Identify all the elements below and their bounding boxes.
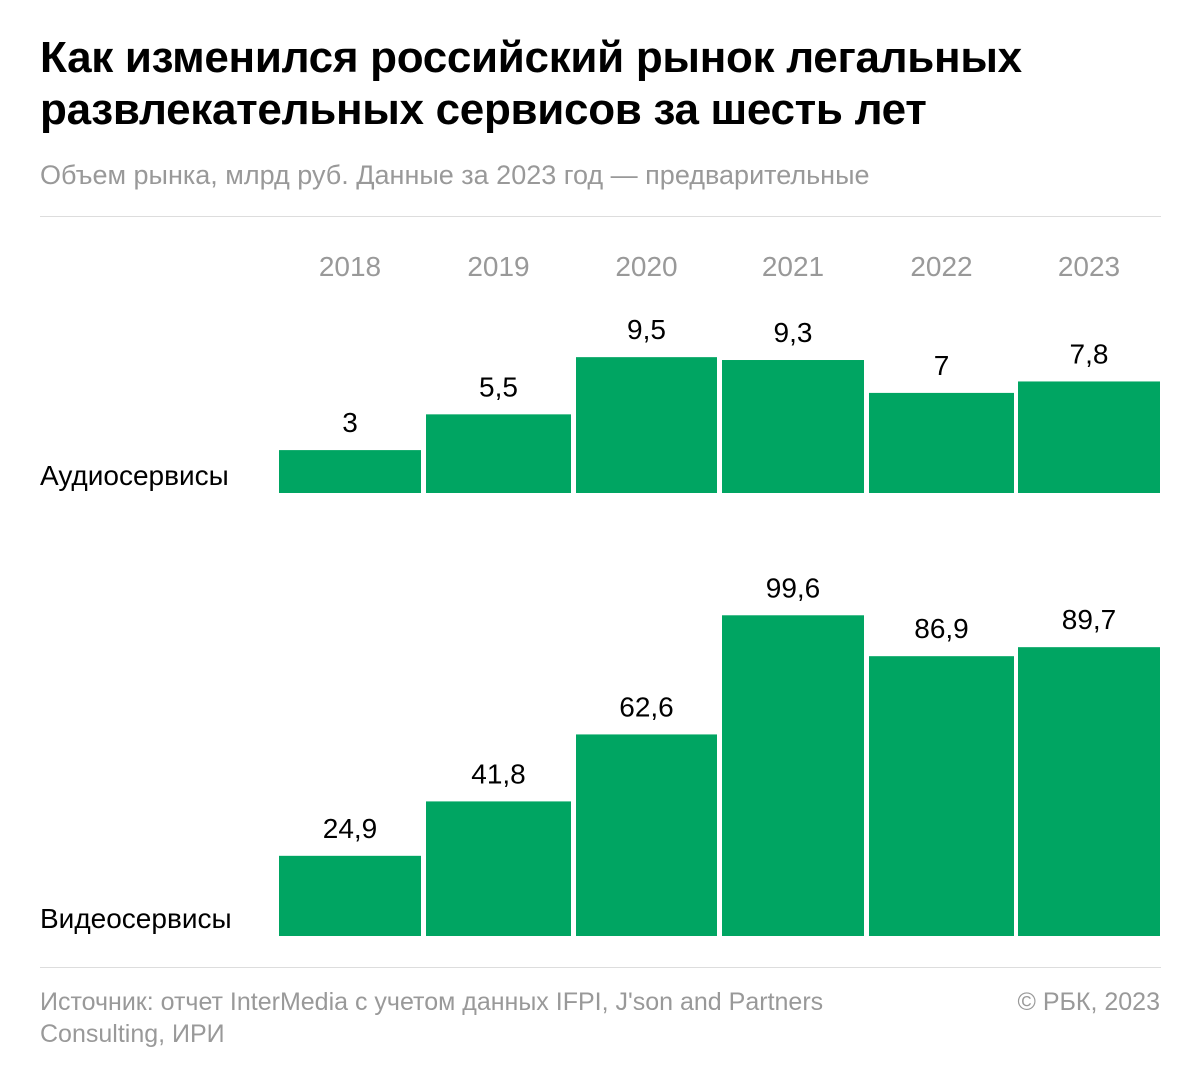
data-label: 3 <box>342 407 358 438</box>
bar <box>1018 381 1160 493</box>
bar <box>1018 647 1160 936</box>
bar <box>869 656 1014 936</box>
bar <box>576 357 717 493</box>
top-divider <box>40 216 1161 217</box>
chart-title: Как изменился российский рынок легальных… <box>40 33 1022 134</box>
year-tick-label: 2018 <box>319 251 381 282</box>
bar <box>279 855 421 936</box>
year-tick-label: 2020 <box>615 251 677 282</box>
data-label: 86,9 <box>914 613 969 644</box>
bar <box>722 615 864 936</box>
bar <box>576 734 717 936</box>
year-tick-label: 2019 <box>467 251 529 282</box>
data-label: 5,5 <box>479 371 518 402</box>
year-tick-label: 2023 <box>1058 251 1120 282</box>
data-label: 9,5 <box>627 314 666 345</box>
data-label: 24,9 <box>323 813 378 844</box>
data-label: 9,3 <box>774 317 813 348</box>
year-tick-label: 2021 <box>762 251 824 282</box>
bar <box>426 801 571 936</box>
bar <box>869 392 1014 493</box>
copyright: © РБК, 2023 <box>1017 988 1160 1016</box>
data-label: 89,7 <box>1062 604 1117 635</box>
chart-subtitle: Объем рынка, млрд руб. Данные за 2023 го… <box>40 160 870 190</box>
series-label: Видеосервисы <box>40 903 232 934</box>
data-label: 41,8 <box>471 758 526 789</box>
data-label: 7 <box>934 350 950 381</box>
bar <box>426 414 571 493</box>
data-label: 99,6 <box>766 572 821 603</box>
data-label: 7,8 <box>1070 338 1109 369</box>
bar <box>279 450 421 493</box>
source-note: Источник: отчет InterMedia с учетом данн… <box>40 988 824 1048</box>
data-label: 62,6 <box>619 691 674 722</box>
bottom-divider <box>40 967 1161 968</box>
year-tick-label: 2022 <box>910 251 972 282</box>
bar <box>722 360 864 493</box>
series-label: Аудиосервисы <box>40 460 229 491</box>
